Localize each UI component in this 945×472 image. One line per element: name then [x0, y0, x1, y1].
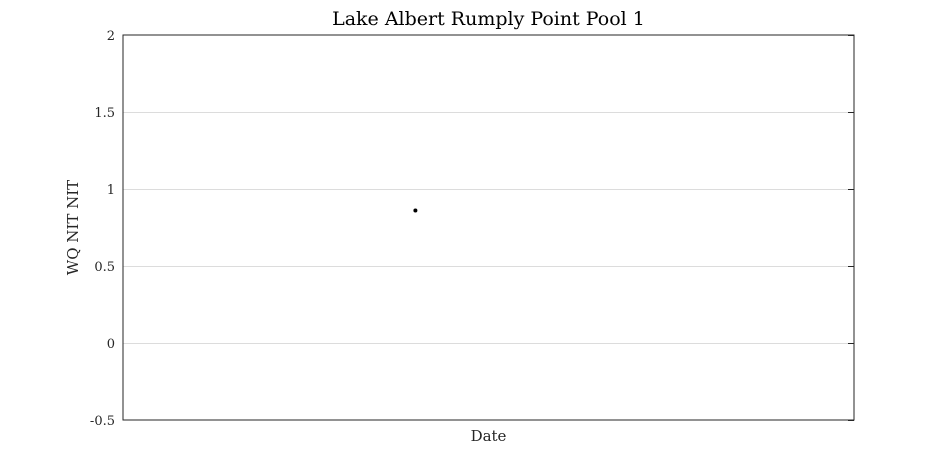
- y-tick-label: 0.5: [94, 260, 115, 275]
- y-tick-label: 2: [107, 29, 115, 44]
- y-tick-label: 1: [107, 183, 115, 198]
- data-points: [413, 208, 418, 213]
- plot-frame: [122, 34, 855, 421]
- x-axis-label: Date: [471, 427, 507, 445]
- y-axis-label: WQ NIT NIT: [64, 180, 82, 275]
- data-point: [413, 208, 418, 213]
- tick-layer: [848, 35, 854, 421]
- chart-title: Lake Albert Rumply Point Pool 1: [332, 8, 645, 30]
- grid-layer: [123, 112, 854, 344]
- y-tick-label: 1.5: [94, 106, 115, 121]
- y-tick-labels: -0.5 0 0.5 1 1.5 2: [90, 29, 115, 429]
- y-tick-label: 0: [107, 337, 115, 352]
- y-tick-label: -0.5: [90, 414, 115, 429]
